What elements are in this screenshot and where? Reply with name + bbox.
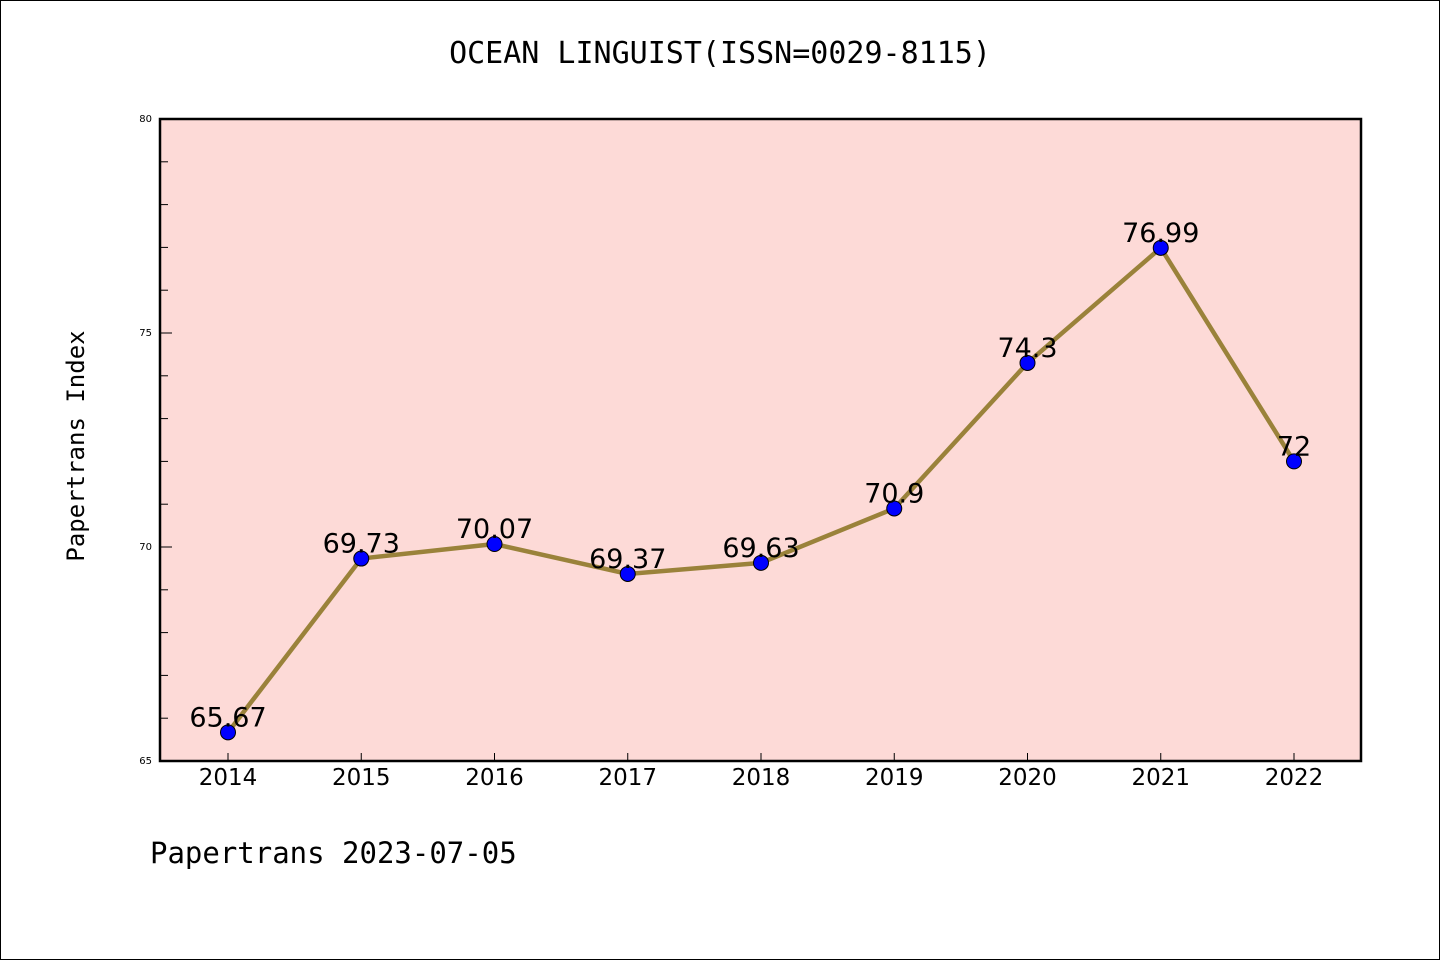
x-axis-ticks: 2014 2015 2016 2017 2018 2019 2020 2021 2022 <box>199 753 1324 791</box>
data-point <box>486 536 503 553</box>
y-tick-label: 70 <box>139 542 152 553</box>
x-tick-label: 2021 <box>1131 765 1190 791</box>
data-point <box>886 500 903 517</box>
data-label: 69.37 <box>589 544 666 575</box>
data-point <box>353 550 370 567</box>
data-point <box>1019 354 1036 371</box>
data-label: 69.63 <box>722 533 799 564</box>
x-tick-label: 2022 <box>1265 765 1324 791</box>
data-point <box>1286 453 1302 470</box>
data-point <box>619 565 636 582</box>
x-tick-label: 2017 <box>598 765 657 791</box>
data-point <box>1152 239 1169 256</box>
data-label: 76.99 <box>1122 218 1199 249</box>
footer-text: Papertrans 2023-07-05 <box>150 836 517 870</box>
data-label: 72 <box>1277 431 1311 462</box>
data-label: 74.3 <box>997 333 1057 364</box>
data-label: 70.07 <box>456 514 533 545</box>
plot-border <box>158 117 1363 763</box>
x-tick-label: 2018 <box>732 765 791 791</box>
x-tick-label: 2016 <box>465 765 524 791</box>
data-point <box>220 724 236 741</box>
x-tick-label: 2019 <box>865 765 924 791</box>
plot-area <box>160 119 1361 761</box>
x-tick-label: 2020 <box>998 765 1057 791</box>
data-label: 65.67 <box>189 702 266 733</box>
chart-title: OCEAN LINGUIST(ISSN=0029-8115) <box>449 36 991 71</box>
data-labels: 65.67 69.73 70.07 69.37 69.63 70.9 74.3 76.99 72 <box>189 218 1311 733</box>
data-point <box>753 554 769 571</box>
x-tick-label: 2015 <box>332 765 391 791</box>
data-label: 70.9 <box>864 478 924 509</box>
y-tick-label: 65 <box>139 756 152 767</box>
data-label: 69.73 <box>323 529 400 560</box>
x-tick-label: 2014 <box>199 765 258 791</box>
series-markers <box>220 239 1302 741</box>
y-tick-label: 80 <box>139 114 152 125</box>
y-tick-label: 75 <box>139 328 152 339</box>
